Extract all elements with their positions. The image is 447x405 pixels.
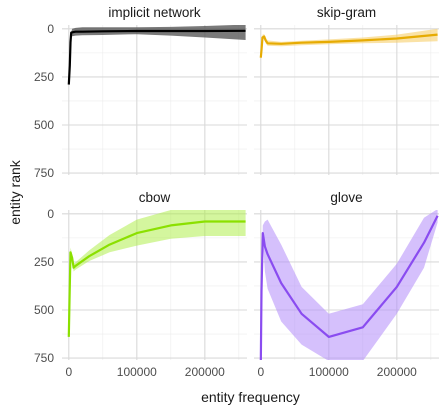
- y-tick-label: 0: [47, 22, 54, 36]
- x-tick-label: 100000: [309, 365, 349, 379]
- panel-implicit-network: implicit network 0 250 500 750: [34, 5, 247, 180]
- panel-title-cbow: cbow: [139, 190, 171, 205]
- y-tick-label: 750: [34, 351, 54, 365]
- panel-title-glove: glove: [330, 190, 362, 205]
- panel-title-skip-gram: skip-gram: [317, 5, 376, 20]
- y-tick-label: 750: [34, 166, 54, 180]
- confidence-band-implicit-network: [69, 25, 246, 85]
- confidence-band-glove: [261, 209, 438, 364]
- x-tick-label: 200000: [377, 365, 417, 379]
- y-tick-label: 250: [34, 255, 54, 269]
- panel-plot-area: [261, 209, 438, 364]
- panel-glove: glove 0 100000 200000: [254, 190, 439, 379]
- y-axis-title: entity rank: [7, 159, 23, 225]
- y-tick-label: 250: [34, 70, 54, 84]
- panel-skip-gram: skip-gram: [254, 5, 439, 175]
- panel-cbow: cbow 0 250 500 750 0 100000 200000: [34, 190, 247, 379]
- trend-line-skip-gram: [261, 35, 438, 58]
- y-tick-label: 0: [47, 207, 54, 221]
- panel-title-implicit-network: implicit network: [108, 5, 201, 20]
- panel-plot-area: [69, 25, 246, 85]
- confidence-band-skip-gram: [261, 29, 438, 62]
- y-tick-label: 500: [34, 118, 54, 132]
- panel-plot-area: [69, 209, 246, 341]
- panel-plot-area: [261, 29, 438, 62]
- x-tick-label: 100000: [117, 365, 157, 379]
- x-tick-label: 0: [65, 365, 72, 379]
- x-axis-title: entity frequency: [201, 389, 300, 405]
- x-tick-label: 0: [257, 365, 264, 379]
- x-tick-label: 200000: [185, 365, 225, 379]
- y-tick-label: 500: [34, 303, 54, 317]
